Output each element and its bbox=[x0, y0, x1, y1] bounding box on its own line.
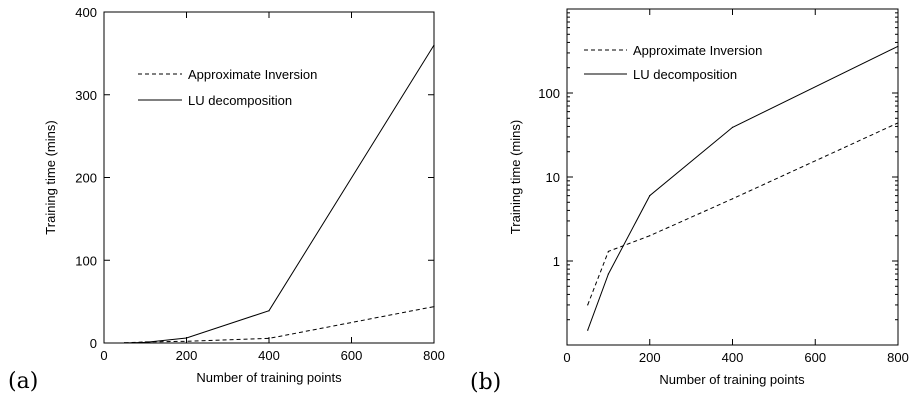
data-point bbox=[897, 122, 899, 124]
y-tick-label: 0 bbox=[90, 336, 97, 351]
y-tick-label: 10 bbox=[546, 170, 560, 185]
x-tick-label: 800 bbox=[887, 350, 909, 365]
legend-label: Approximate Inversion bbox=[633, 43, 762, 58]
y-axis-label: Training time (mins) bbox=[508, 120, 523, 234]
data-point bbox=[731, 198, 734, 200]
data-point bbox=[587, 329, 589, 331]
legend-label: LU decomposition bbox=[633, 67, 737, 82]
series-line-approximate-inversion bbox=[587, 122, 899, 306]
y-tick-label: 100 bbox=[538, 86, 560, 101]
x-tick-label: 600 bbox=[804, 350, 826, 365]
data-point bbox=[185, 340, 188, 342]
data-point bbox=[607, 273, 609, 275]
y-tick-label: 100 bbox=[75, 253, 97, 268]
x-tick-label: 400 bbox=[722, 350, 744, 365]
y-tick-label: 400 bbox=[75, 5, 97, 20]
x-axis-label: Number of training points bbox=[659, 372, 805, 387]
x-axis-label: Number of training points bbox=[196, 370, 342, 385]
data-point bbox=[587, 304, 589, 306]
data-point bbox=[144, 341, 146, 344]
series-line-lu-decomposition bbox=[124, 44, 435, 344]
data-point bbox=[268, 337, 270, 340]
data-point bbox=[731, 126, 734, 128]
x-tick-label: 200 bbox=[639, 350, 661, 365]
y-tick-label: 1 bbox=[553, 254, 560, 269]
data-point bbox=[607, 250, 609, 253]
y-tick-label: 300 bbox=[75, 88, 97, 103]
x-tick-label: 0 bbox=[100, 348, 107, 363]
data-point bbox=[433, 44, 435, 46]
y-tick-label: 200 bbox=[75, 171, 97, 186]
x-tick-label: 0 bbox=[563, 350, 570, 365]
x-tick-label: 600 bbox=[341, 348, 363, 363]
data-point bbox=[897, 45, 899, 47]
x-tick-label: 400 bbox=[258, 348, 280, 363]
data-point bbox=[649, 195, 651, 197]
legend: Approximate Inversion LU decomposition bbox=[138, 67, 317, 108]
panel-label: (a) bbox=[8, 369, 38, 394]
data-point bbox=[433, 305, 435, 308]
series-line-lu-decomposition bbox=[587, 45, 899, 331]
legend-label: LU decomposition bbox=[188, 93, 292, 108]
series-line-approximate-inversion bbox=[124, 306, 435, 344]
legend: Approximate Inversion LU decomposition bbox=[584, 43, 762, 82]
data-point bbox=[649, 235, 651, 237]
chart-panel-b: 0 200 400 600 800 1 10 100 Number of training po… bbox=[470, 8, 909, 395]
legend-label: Approximate Inversion bbox=[188, 67, 317, 82]
chart-panel-a: 0 200 400 600 800 0 100 200 300 400 Number of trai… bbox=[8, 5, 445, 394]
data-point bbox=[124, 342, 126, 344]
data-point bbox=[268, 310, 270, 312]
x-tick-label: 200 bbox=[176, 348, 198, 363]
x-tick-label: 800 bbox=[423, 348, 445, 363]
plot-frame bbox=[103, 11, 435, 344]
y-axis-label: Training time (mins) bbox=[43, 120, 58, 234]
plot-frame bbox=[566, 8, 899, 346]
data-point bbox=[185, 337, 188, 339]
panel-label: (b) bbox=[470, 370, 501, 395]
